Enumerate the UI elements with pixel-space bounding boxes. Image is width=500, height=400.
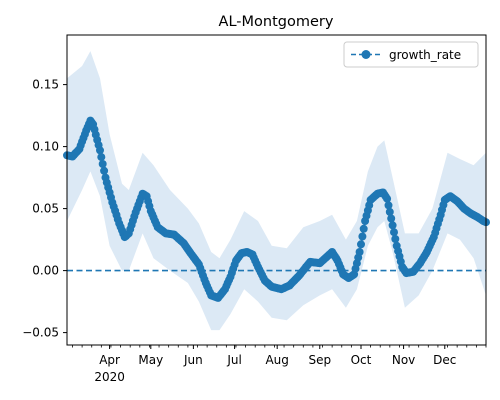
x-tick-label: Jul	[226, 353, 241, 367]
data-point	[98, 160, 107, 168]
legend-box	[343, 41, 479, 68]
y-tick-label: 0.05	[32, 202, 59, 216]
y-tick-label: 0.10	[32, 140, 59, 154]
y-tick-label: 0.15	[32, 78, 59, 92]
data-point	[97, 153, 106, 162]
data-point	[390, 228, 398, 237]
data-point	[358, 232, 367, 241]
x-tick-label: Sep	[308, 353, 331, 367]
x-tick-label: Jun	[183, 353, 203, 367]
data-point	[388, 221, 397, 230]
plot-area	[63, 51, 490, 331]
x-tick-label: Oct	[351, 353, 372, 367]
axes: −0.05 0.00 0.05 0.10 0.15 Apr May Jun Jul Aug Sep O…	[22, 34, 487, 384]
y-tick-label: −0.05	[22, 326, 59, 340]
chart-title: AL-Montgomery	[219, 14, 334, 30]
data-point	[385, 207, 394, 216]
data-point	[359, 224, 368, 233]
legend: growth_rate	[343, 41, 479, 68]
legend-label: growth_rate	[389, 48, 461, 62]
x-tick-label: Apr	[99, 353, 120, 367]
confidence-band	[67, 51, 486, 331]
x-tick-label: May	[138, 353, 163, 367]
data-point	[355, 248, 364, 256]
plot-frame	[66, 34, 487, 346]
x-year-label: 2020	[94, 370, 125, 384]
x-tick-label: Aug	[265, 353, 288, 367]
y-tick-label: 0.00	[32, 264, 59, 278]
x-tick-label: Nov	[392, 353, 415, 367]
x-tick-label: Dec	[433, 353, 456, 367]
data-point	[391, 235, 400, 243]
data-point	[357, 240, 365, 249]
data-point	[96, 146, 104, 155]
data-point	[100, 166, 109, 175]
growth-rate-markers	[63, 116, 490, 302]
data-point	[384, 201, 393, 210]
legend-marker	[361, 50, 371, 59]
data-point	[383, 194, 392, 203]
data-point	[387, 214, 396, 223]
